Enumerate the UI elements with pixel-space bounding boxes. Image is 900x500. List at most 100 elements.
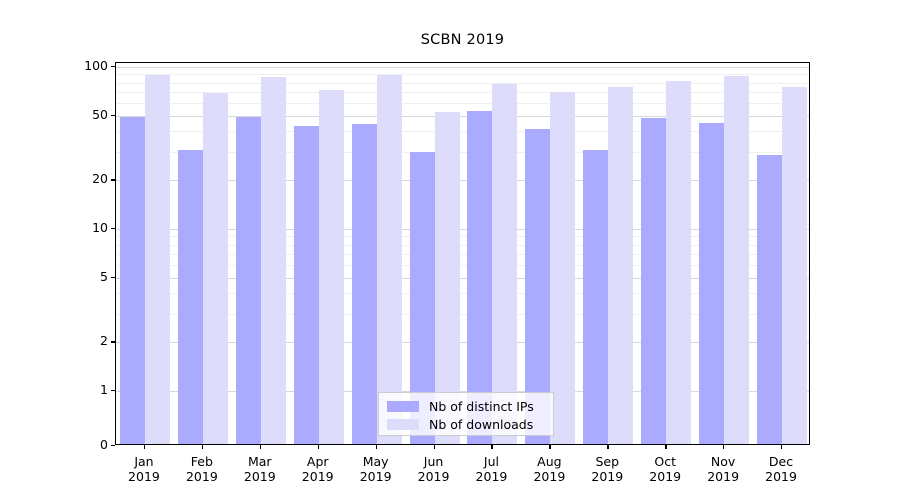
y-axis-tick-mark — [111, 228, 115, 230]
legend-label-downloads: Nb of downloads — [429, 416, 534, 432]
x-axis-tick-mark — [723, 445, 725, 449]
x-axis-tick-mark — [433, 445, 435, 449]
x-tick-month: Nov — [710, 454, 736, 470]
y-axis-tick-label: 2 — [100, 332, 108, 348]
x-axis-tick-label: Sep 2019 — [572, 454, 642, 484]
y-axis-tick-mark — [111, 66, 115, 68]
x-tick-year: 2019 — [475, 468, 508, 484]
bar-downloads — [550, 92, 576, 444]
x-tick-year: 2019 — [128, 468, 160, 484]
x-axis-tick-mark — [317, 445, 319, 449]
x-axis-tick-label: Jul 2019 — [456, 454, 526, 484]
gridline-minor — [116, 151, 809, 153]
x-tick-month: Jan — [134, 454, 154, 470]
x-axis-tick-mark — [549, 445, 551, 449]
gridline-major — [116, 391, 809, 392]
bar-downloads — [202, 93, 228, 444]
bar-downloads — [376, 74, 402, 444]
bar-distinct-ips — [351, 124, 377, 444]
x-tick-year: 2019 — [417, 468, 450, 484]
x-tick-year: 2019 — [359, 468, 392, 484]
y-axis-tick-label: 5 — [100, 268, 108, 284]
y-axis-tick-label: 20 — [92, 170, 108, 186]
bar-downloads — [260, 77, 286, 444]
bar-downloads — [782, 87, 808, 444]
bar-distinct-ips — [641, 118, 667, 444]
y-axis-tick-labels: 0 1 2 5 10 20 50 100 — [63, 57, 108, 450]
bar-downloads — [492, 84, 518, 444]
bar-downloads — [666, 80, 692, 444]
gridline-minor — [116, 92, 809, 94]
x-tick-month: Aug — [537, 454, 562, 470]
gridline-minor — [116, 102, 809, 104]
gridline-major — [116, 67, 809, 68]
x-axis-tick-label: Jan 2019 — [109, 454, 179, 484]
x-axis-tick-mark — [607, 445, 609, 449]
legend-swatch-downloads — [387, 418, 419, 430]
x-axis-tick-mark — [201, 445, 204, 449]
x-axis-tick-label: Mar 2019 — [225, 454, 295, 484]
gridline-minor — [116, 264, 809, 266]
y-axis-tick-label: 1 — [100, 381, 108, 397]
x-axis-tick-label: Nov 2019 — [688, 454, 758, 484]
x-tick-month: Sep — [595, 454, 620, 470]
y-axis-tick-label: 100 — [84, 57, 108, 73]
x-axis-tick-label: Dec 2019 — [746, 454, 816, 484]
gridline-minor — [116, 313, 809, 315]
gridline-minor — [116, 254, 809, 256]
x-tick-month: Apr — [306, 454, 329, 470]
x-tick-year: 2019 — [591, 468, 624, 484]
bar-distinct-ips — [177, 149, 203, 444]
x-tick-year: 2019 — [707, 468, 740, 484]
legend-item-downloads: Nb of downloads — [387, 416, 545, 432]
y-axis-tick-mark — [111, 445, 115, 447]
x-axis-tick-labels: Jan 2019 Feb 2019 Mar 2019 Apr 2019 May 2019 Jun 20… — [0, 450, 900, 490]
bar-distinct-ips — [525, 129, 551, 444]
bar-downloads — [724, 75, 750, 444]
x-tick-year: 2019 — [765, 468, 797, 484]
x-axis-tick-mark — [375, 445, 377, 449]
x-tick-month: Mar — [247, 454, 272, 470]
x-tick-month: Dec — [768, 454, 794, 470]
x-axis-tick-label: Apr 2019 — [283, 454, 353, 484]
gridline-major — [116, 342, 809, 344]
y-axis-tick-label: 50 — [92, 106, 108, 122]
gridline-minor — [116, 236, 809, 238]
y-axis-tick-label: 0 — [100, 436, 108, 452]
bar-distinct-ips — [119, 116, 145, 444]
x-tick-year: 2019 — [185, 468, 218, 484]
y-axis-tick-mark — [111, 276, 115, 279]
bar-downloads — [144, 74, 170, 444]
gridline-major — [116, 229, 809, 230]
bar-distinct-ips — [293, 126, 319, 444]
x-axis-tick-mark — [665, 445, 667, 449]
x-axis-tick-label: Feb 2019 — [167, 454, 237, 484]
y-axis-tick-mark — [111, 390, 115, 392]
x-tick-year: 2019 — [301, 468, 334, 484]
bar-downloads — [318, 90, 344, 444]
gridline-minor — [116, 293, 809, 295]
bar-distinct-ips — [757, 154, 783, 444]
gridline-minor — [116, 244, 809, 246]
y-axis-tick-mark — [111, 179, 115, 181]
legend-label-distinct-ips: Nb of distinct IPs — [429, 398, 534, 414]
plot-area — [115, 62, 810, 445]
x-axis-tick-label: Oct 2019 — [630, 454, 700, 484]
gridline-minor — [116, 82, 809, 84]
x-tick-month: Feb — [190, 454, 213, 470]
bar-distinct-ips — [699, 122, 725, 444]
y-axis-tick-mark — [111, 341, 115, 343]
x-axis-tick-label: Aug 2019 — [514, 454, 584, 484]
bar-distinct-ips — [235, 116, 261, 444]
x-tick-year: 2019 — [533, 468, 566, 484]
x-tick-month: Jun — [423, 454, 444, 470]
x-tick-month: Jul — [483, 454, 499, 470]
x-axis-tick-label: May 2019 — [341, 454, 411, 484]
legend-swatch-distinct-ips — [387, 400, 419, 412]
y-axis-tick-mark — [111, 114, 115, 117]
x-axis-tick-mark — [259, 445, 262, 449]
bar-distinct-ips — [583, 149, 609, 444]
x-tick-year: 2019 — [243, 468, 276, 484]
x-axis-tick-mark — [781, 445, 783, 449]
